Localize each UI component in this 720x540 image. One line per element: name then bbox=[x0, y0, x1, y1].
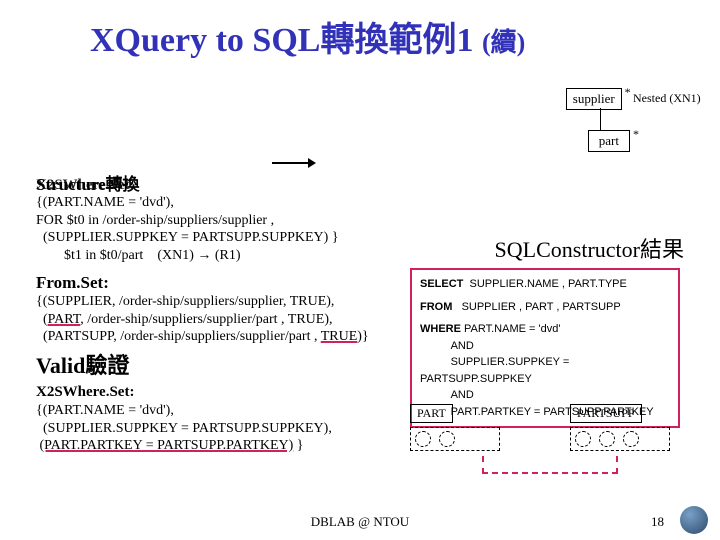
part-relation: PART bbox=[410, 404, 500, 451]
key-circle-icon bbox=[599, 431, 615, 447]
where-line: PART.NAME = 'dvd' bbox=[464, 323, 560, 335]
x2s-heading: X2SWhere.Set: bbox=[36, 383, 416, 402]
part-label: part bbox=[599, 133, 619, 148]
logo-icon bbox=[680, 506, 708, 534]
x2s-line: (SUPPLIER.SUPPKEY = PARTSUPP.SUPPKEY), bbox=[36, 420, 416, 438]
nested-label: Nested (XN1) bbox=[633, 91, 701, 106]
part-rel-label: PART bbox=[410, 404, 453, 423]
sqlconstructor-heading: SQLConstructor結果 bbox=[495, 232, 684, 264]
block1-line: (SUPPLIER.SUPPKEY = PARTSUPP.SUPPKEY) } bbox=[36, 229, 416, 247]
underlined-line: (PART.PARTKEY = PARTSUPP.PARTKEY) bbox=[40, 438, 294, 453]
key-circle-icon bbox=[575, 431, 591, 447]
block1-line: FOR $t0 in /order-ship/suppliers/supplie… bbox=[36, 212, 416, 230]
title-main: XQuery to SQL轉換範例1 bbox=[90, 22, 473, 59]
underlined-word: TRUE bbox=[321, 329, 358, 344]
key-link-icon bbox=[482, 456, 618, 474]
from-tables: SUPPLIER , PART , PARTSUPP bbox=[462, 301, 621, 313]
footer-center: DBLAB @ NTOU bbox=[0, 514, 720, 530]
where-line: SUPPLIER.SUPPKEY = PARTSUPP.SUPPKEY bbox=[420, 356, 569, 385]
arrow-head-icon bbox=[308, 158, 316, 168]
fromset-line: (PART, /order-ship/suppliers/supplier/pa… bbox=[36, 311, 416, 329]
star-icon: * bbox=[625, 85, 631, 100]
sql-from-row: FROM SUPPLIER , PART , PARTSUPP bbox=[420, 299, 670, 316]
key-circle-icon bbox=[623, 431, 639, 447]
part-box: part * bbox=[588, 130, 630, 152]
key-circle-icon bbox=[439, 431, 455, 447]
star-icon: * bbox=[633, 127, 639, 142]
arrow-icon bbox=[272, 162, 314, 164]
sql-select-row: SELECT SUPPLIER.NAME , PART.TYPE bbox=[420, 276, 670, 293]
block1-line: {(PART.NAME = 'dvd'), bbox=[36, 194, 416, 212]
fromset-line: (PARTSUPP, /order-ship/suppliers/supplie… bbox=[36, 328, 416, 346]
relation-diagram: PART PARTSUPP bbox=[410, 404, 670, 451]
supplier-label: supplier bbox=[573, 91, 615, 106]
where-keyword: WHERE bbox=[420, 323, 461, 335]
select-keyword: SELECT bbox=[420, 278, 463, 290]
page-number: 18 bbox=[651, 514, 664, 530]
dashed-row bbox=[570, 427, 670, 451]
fromset-heading: From.Set: bbox=[36, 272, 416, 293]
select-cols: SUPPLIER.NAME , PART.TYPE bbox=[470, 278, 627, 290]
dashed-row bbox=[410, 427, 500, 451]
where-line: AND bbox=[451, 389, 474, 401]
x2s-line: {(PART.NAME = 'dvd'), bbox=[36, 402, 416, 420]
from-keyword: FROM bbox=[420, 301, 452, 313]
key-circle-icon bbox=[415, 431, 431, 447]
fromset-line: {(SUPPLIER, /order-ship/suppliers/suppli… bbox=[36, 293, 416, 311]
partsupp-rel-label: PARTSUPP bbox=[570, 404, 642, 423]
partsupp-relation: PARTSUPP bbox=[570, 404, 670, 451]
x2swhere-overlay: X2SWhere.Set: bbox=[36, 176, 134, 195]
slide-title: XQuery to SQL轉換範例1 (續) bbox=[90, 12, 525, 61]
title-paren: (續) bbox=[482, 28, 525, 57]
supplier-box: supplier * Nested (XN1) bbox=[566, 88, 622, 110]
where-line: AND bbox=[451, 340, 474, 352]
underlined-word: PART bbox=[48, 312, 81, 327]
xn1-diagram: supplier * Nested (XN1) part * bbox=[566, 88, 630, 152]
block1-line: $t1 in $t0/part (XN1) → (R1) bbox=[36, 247, 416, 265]
left-column: Structure轉換 X2SWhere.Set: {(PART.NAME = … bbox=[36, 174, 416, 455]
valid-heading: Valid驗證 bbox=[36, 352, 416, 380]
connector-line bbox=[600, 108, 601, 130]
x2s-line: (PART.PARTKEY = PARTSUPP.PARTKEY) } bbox=[36, 437, 416, 455]
